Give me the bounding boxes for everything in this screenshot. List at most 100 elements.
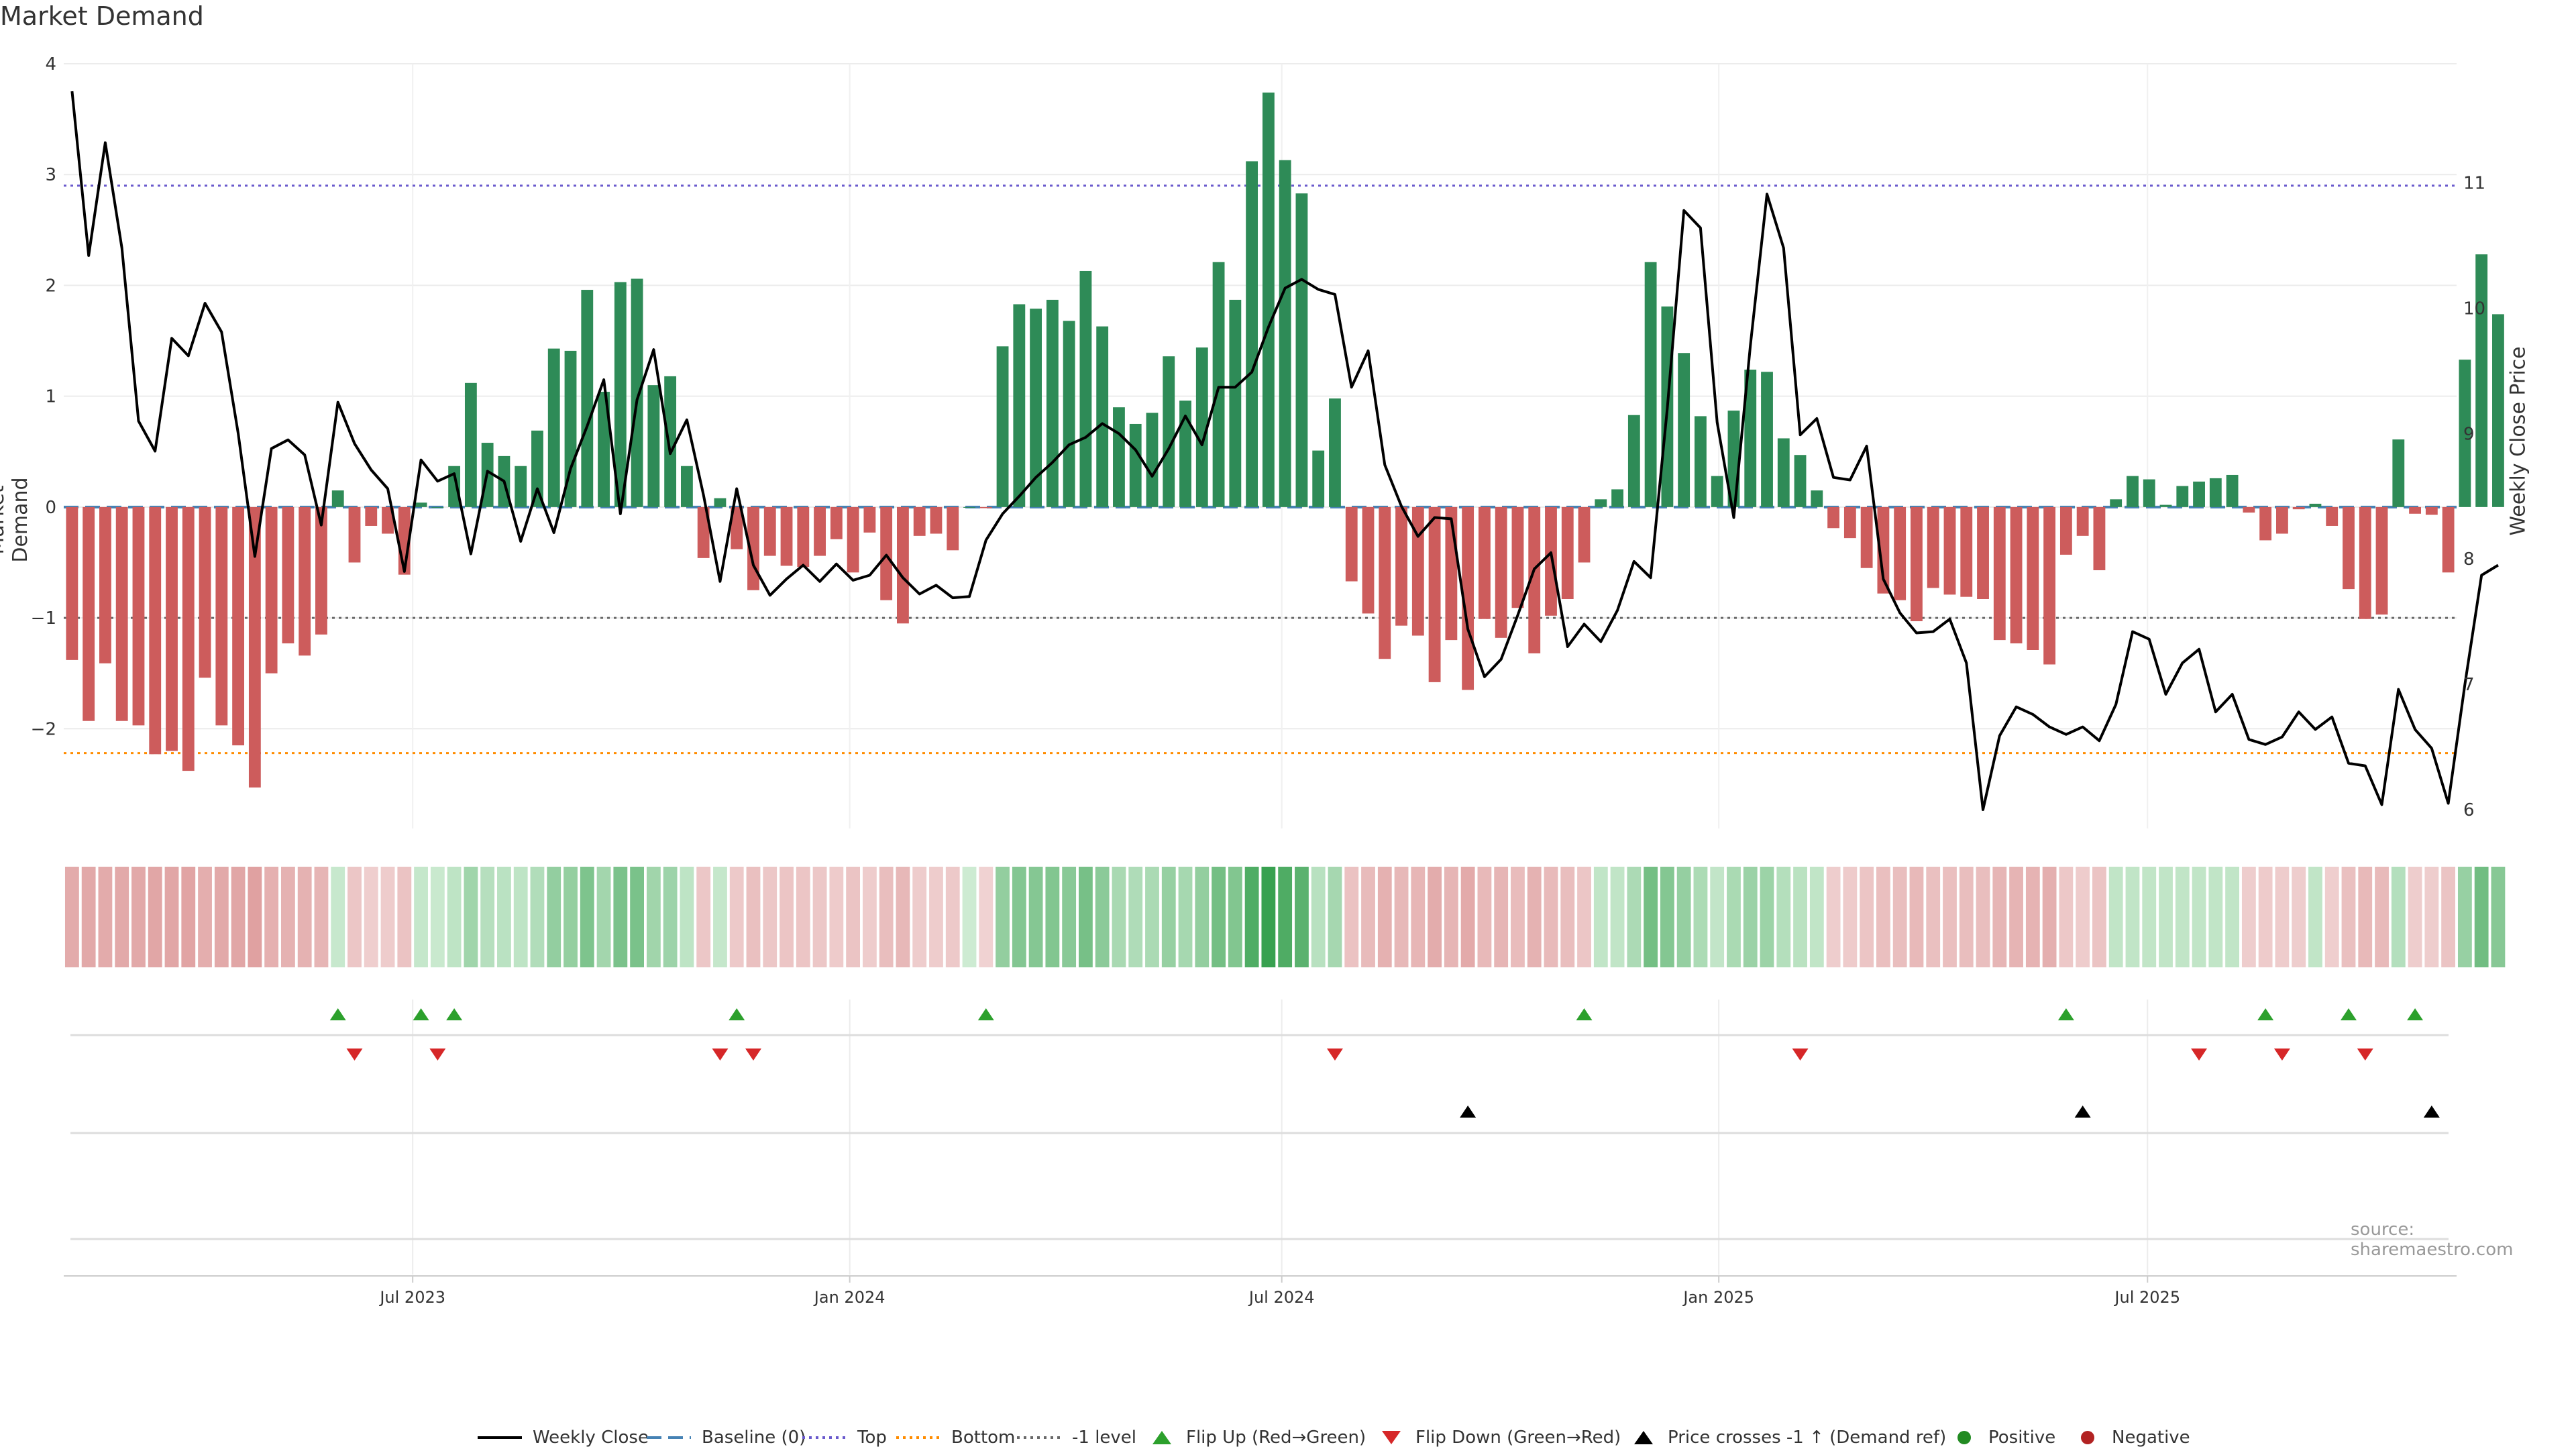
- heat-cell: [547, 867, 561, 967]
- demand-bar: [1096, 326, 1109, 507]
- flip-down-marker: [2273, 1049, 2290, 1061]
- heat-cell: [1843, 867, 1858, 967]
- heat-cell: [1959, 867, 1974, 967]
- demand-bar: [1860, 506, 1873, 568]
- demand-bar: [2193, 481, 2205, 507]
- heat-cell: [1394, 867, 1409, 967]
- demand-bar: [1894, 506, 1907, 600]
- heat-cell: [2275, 867, 2290, 967]
- demand-bar: [1911, 506, 1923, 622]
- demand-bar: [880, 506, 893, 600]
- heat-cell: [2424, 867, 2439, 967]
- demand-bar: [531, 430, 543, 507]
- flip-down-marker: [712, 1049, 729, 1061]
- demand-bar: [1761, 372, 1773, 507]
- demand-bar: [1678, 353, 1690, 507]
- heat-cell: [148, 867, 162, 967]
- heat-cell: [2092, 867, 2106, 967]
- x-tick-label: Jan 2024: [813, 1288, 885, 1307]
- heat-cell: [2341, 867, 2356, 967]
- demand-bar: [2492, 314, 2504, 507]
- y2-tick-label: 11: [2463, 174, 2485, 194]
- flip-down-marker: [1326, 1049, 1343, 1061]
- demand-bar: [2226, 474, 2239, 507]
- demand-bar: [1063, 321, 1075, 507]
- y-tick-label: −2: [31, 719, 56, 739]
- demand-bar: [2359, 506, 2371, 619]
- heat-cell: [2324, 867, 2339, 967]
- heat-cell: [1527, 867, 1542, 967]
- demand-bar: [1079, 270, 1092, 507]
- legend-top: Top: [802, 1428, 887, 1448]
- demand-bar: [199, 506, 211, 678]
- heat-cell: [1178, 867, 1193, 967]
- demand-bar: [1695, 416, 1707, 507]
- demand-bar: [581, 290, 594, 507]
- heat-cell: [214, 867, 229, 967]
- heat-cell: [2108, 867, 2123, 967]
- heat-cell: [962, 867, 977, 967]
- y2-tick-label: 7: [2463, 675, 2475, 695]
- heat-cell: [2391, 867, 2406, 967]
- heat-cell: [430, 867, 445, 967]
- demand-bar: [2343, 506, 2355, 590]
- demand-bar: [996, 346, 1009, 507]
- demand-bar: [1595, 499, 1607, 507]
- heat-cell: [480, 867, 495, 967]
- demand-bar: [1794, 455, 1807, 507]
- heat-cell: [1428, 867, 1442, 967]
- flip-down-marker: [2357, 1049, 2373, 1061]
- demand-bar: [2143, 479, 2155, 507]
- heat-cell: [2076, 867, 2090, 967]
- heat-cell: [1145, 867, 1159, 967]
- demand-bar: [166, 506, 178, 751]
- heat-cell: [663, 867, 678, 967]
- heat-cell: [1809, 867, 1824, 967]
- heat-cell: [2009, 867, 2023, 967]
- heat-cell: [879, 867, 894, 967]
- legend-negative: Negative: [2074, 1424, 2190, 1451]
- demand-bar: [1179, 400, 1191, 507]
- demand-bar: [847, 506, 859, 573]
- heat-cell: [1161, 867, 1176, 967]
- x-tick-label: Jul 2024: [1248, 1288, 1315, 1307]
- demand-bar: [614, 282, 627, 507]
- demand-bar: [365, 506, 378, 526]
- x-tick-label: Jul 2025: [2113, 1288, 2180, 1307]
- heat-cell: [580, 867, 594, 967]
- heat-cell: [896, 867, 910, 967]
- heat-cell: [1112, 867, 1126, 967]
- demand-bar: [897, 506, 909, 624]
- heat-cell: [1826, 867, 1841, 967]
- heat-cell: [447, 867, 462, 967]
- flip-up-marker: [2340, 1008, 2357, 1020]
- heat-cell: [1377, 867, 1392, 967]
- demand-bar: [2027, 506, 2039, 650]
- heat-cell: [464, 867, 478, 967]
- y2-tick-label: 9: [2463, 424, 2475, 444]
- legend-flip-down: Flip Down (Green→Red): [1378, 1424, 1621, 1451]
- demand-bar: [2275, 506, 2288, 534]
- demand-bar: [547, 348, 560, 507]
- demand-bar: [631, 278, 643, 507]
- heat-cell: [497, 867, 511, 967]
- demand-bar: [248, 506, 261, 788]
- heat-cell: [1361, 867, 1375, 967]
- x-tick-label: Jan 2025: [1682, 1288, 1754, 1307]
- flip-up-marker: [329, 1008, 346, 1020]
- heat-cell: [713, 867, 727, 967]
- heat-cell: [1676, 867, 1691, 967]
- heat-cell: [1328, 867, 1342, 967]
- heat-cell: [281, 867, 295, 967]
- heat-cell: [2292, 867, 2306, 967]
- demand-bar: [1495, 506, 1507, 638]
- demand-bar: [315, 506, 327, 635]
- flip-down-marker: [745, 1049, 761, 1061]
- heat-cell: [2375, 867, 2389, 967]
- heat-cell: [1693, 867, 1708, 967]
- demand-bar: [1411, 506, 1424, 636]
- demand-bar: [697, 506, 710, 558]
- x-axis-ticks: Jul 2023 Jan 2024 Jul 2024 Jan 2025 Jul 2025: [378, 1276, 2180, 1307]
- demand-bar: [149, 506, 162, 755]
- demand-bar: [1030, 309, 1042, 507]
